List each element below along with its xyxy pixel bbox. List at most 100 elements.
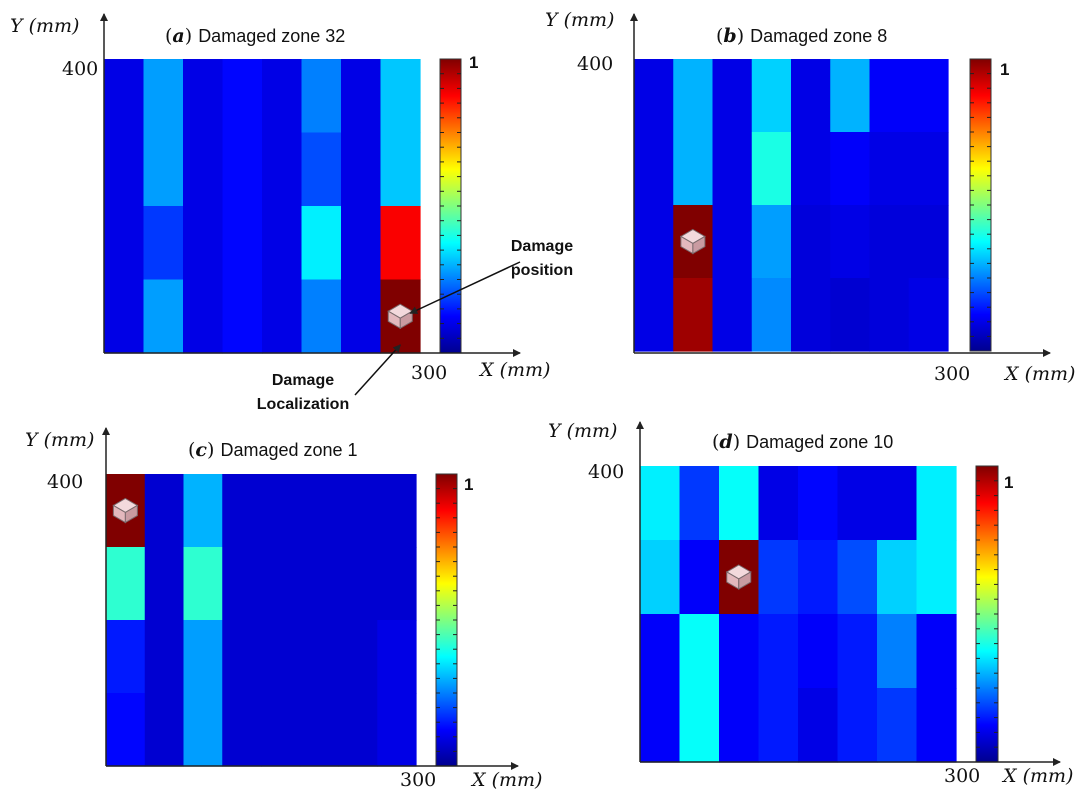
- heatmap-cell-r1-c3: [222, 132, 263, 207]
- colorbar-max-label: 1: [1000, 60, 1009, 79]
- heatmap-cell-r2-c0: [106, 620, 146, 694]
- heatmap-cell-r2-c4: [261, 620, 301, 694]
- panel-title-paren: ): [207, 439, 220, 461]
- heatmap-cell-r0-c2: [719, 466, 760, 541]
- x-axis-label: X (mm): [1001, 765, 1073, 787]
- heatmap-cell-r2-c6: [877, 614, 918, 689]
- heatmap-cell-r2-c5: [301, 206, 342, 281]
- heatmap-cell-r0-c7: [908, 59, 949, 133]
- heatmap-cell-r2-c6: [341, 206, 382, 281]
- heatmap-cell-r2-c3: [751, 205, 792, 279]
- heatmap-cell-r1-c5: [299, 547, 340, 621]
- x-axis-label: X (mm): [1003, 363, 1075, 385]
- heatmap-cell-r0-c7: [380, 59, 421, 134]
- panel-title-text: Damaged zone 1: [220, 440, 357, 460]
- heatmap-cells: [104, 59, 421, 354]
- heatmap-cell-r3-c6: [869, 278, 910, 352]
- heatmap-cell-r3-c7: [908, 278, 949, 352]
- heatmap-cell-r1-c6: [338, 547, 378, 621]
- heatmap-cell-r0-c3: [751, 59, 792, 133]
- x-tick-label: 300: [944, 765, 980, 787]
- heatmap-cell-r1-c3: [751, 132, 792, 206]
- heatmap-cell-r0-c3: [222, 59, 263, 134]
- heatmap-cell-r0-c6: [869, 59, 910, 133]
- heatmap-cells: [634, 59, 949, 352]
- heatmap-cell-r3-c5: [830, 278, 871, 352]
- heatmap-cell-r0-c2: [183, 474, 223, 548]
- heatmap-cell-r1-c1: [143, 132, 184, 207]
- heatmap-cell-r3-c3: [222, 693, 262, 767]
- y-axis-label: Y (mm): [25, 429, 94, 451]
- heatmap-cell-r3-c4: [262, 279, 303, 354]
- heatmap-cell-r1-c6: [869, 132, 910, 206]
- annotation-arrow-localization: [354, 344, 401, 396]
- x-axis-label: X (mm): [478, 359, 550, 381]
- heatmap-cell-r2-c4: [791, 205, 831, 279]
- y-tick-label: 400: [577, 53, 613, 75]
- heatmap-cell-r3-c4: [261, 693, 301, 767]
- heatmap-cell-r0-c4: [798, 466, 839, 541]
- heatmap-cell-r0-c2: [712, 59, 753, 133]
- damage-position-marker: [387, 303, 414, 330]
- colorbar-ticks: [440, 73, 461, 339]
- heatmap-cell-r3-c0: [106, 693, 146, 767]
- panel-letter: b: [723, 25, 736, 47]
- heatmap-cell-r1-c0: [640, 540, 681, 615]
- heatmap-cell-r2-c1: [143, 206, 184, 281]
- damage-position-marker: [112, 497, 139, 524]
- x-tick-label: 300: [400, 769, 436, 789]
- heatmap-cell-r1-c4: [798, 540, 839, 615]
- annotation-damage-position: Damage position: [511, 238, 573, 279]
- heatmap-cell-r0-c6: [341, 59, 382, 134]
- heatmap-cell-r1-c6: [877, 540, 918, 615]
- annotation-line: Localization: [257, 396, 349, 413]
- x-axis-label: X (mm): [470, 769, 542, 789]
- heatmap-cell-r3-c7: [916, 688, 957, 763]
- heatmap-cell-r3-c0: [640, 688, 681, 763]
- heatmap-cell-r2-c4: [798, 614, 839, 689]
- panel-title: (a) Damaged zone 32: [165, 25, 345, 47]
- heatmap-cell-r3-c2: [183, 693, 223, 767]
- heatmap-cell-r2-c0: [104, 206, 145, 281]
- panel-title-prefix: (b) Damaged zone 8: [716, 25, 887, 47]
- y-tick-label: 400: [47, 471, 83, 493]
- heatmap-cell-r0-c0: [634, 59, 674, 133]
- heatmap-cell-r1-c6: [341, 132, 382, 207]
- heatmap-cell-r2-c7: [380, 206, 421, 281]
- damage-position-marker: [679, 228, 706, 255]
- panel-letter: d: [719, 431, 732, 453]
- heatmap-cell-r2-c3: [222, 206, 263, 281]
- heatmap-cell-r1-c3: [222, 547, 262, 621]
- panel-title-paren: ): [185, 25, 198, 47]
- heatmap-cell-r3-c1: [143, 279, 184, 354]
- heatmap-cell-r3-c2: [712, 278, 753, 352]
- heatmap-cells: [106, 474, 417, 767]
- heatmap-cell-r1-c4: [261, 547, 301, 621]
- heatmap-cell-r1-c4: [791, 132, 831, 206]
- heatmap-cell-r0-c6: [338, 474, 378, 548]
- y-axis-label: Y (mm): [10, 15, 79, 37]
- colorbar-max-label: 1: [469, 53, 478, 72]
- heatmap-cell-r3-c4: [798, 688, 839, 763]
- heatmap-cell-r3-c7: [377, 693, 417, 767]
- marker-face-right: [124, 504, 138, 524]
- heatmap-cell-r0-c0: [104, 59, 145, 134]
- heatmap-cell-r1-c1: [673, 132, 714, 206]
- heatmap-cell-r1-c7: [377, 547, 417, 621]
- heatmap-cell-r0-c1: [673, 59, 714, 133]
- heatmap-cell-r3-c2: [183, 279, 224, 354]
- annotations: Damage position Damage Localization: [257, 238, 573, 413]
- heatmap-cells: [640, 466, 957, 763]
- heatmap-cell-r2-c4: [262, 206, 303, 281]
- heatmap-cell-r0-c3: [222, 474, 262, 548]
- marker-face-right: [692, 235, 706, 255]
- heatmap-cell-r2-c3: [758, 614, 799, 689]
- x-tick-label: 300: [934, 363, 970, 385]
- heatmap-cell-r1-c7: [916, 540, 957, 615]
- heatmap-cell-r1-c0: [104, 132, 145, 207]
- panel-title-text: Damaged zone 8: [750, 26, 887, 46]
- heatmap-cell-r1-c1: [144, 547, 185, 621]
- heatmap-cell-r3-c0: [634, 278, 674, 352]
- heatmap-cell-r3-c5: [299, 693, 340, 767]
